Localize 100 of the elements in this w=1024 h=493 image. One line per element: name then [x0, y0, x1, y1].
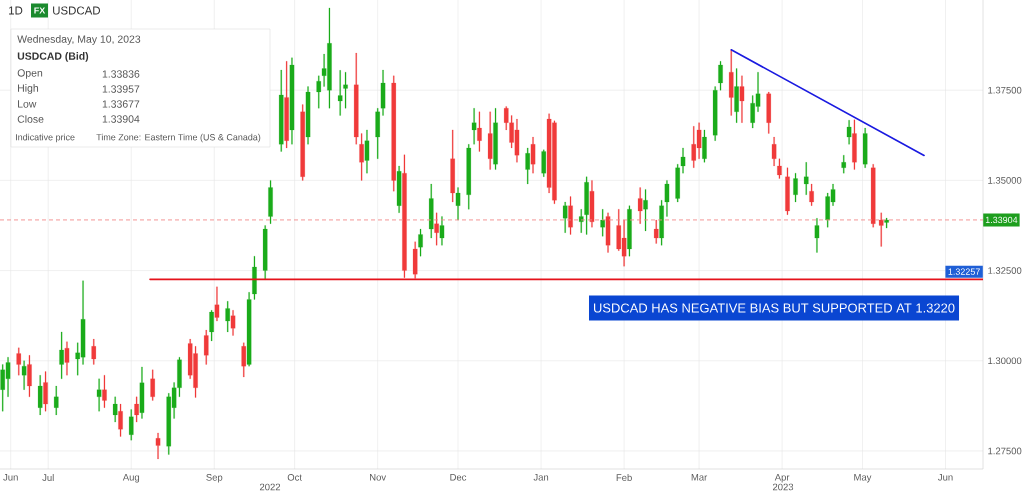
candlestick [91, 339, 96, 365]
annotation: Open [17, 69, 43, 79]
candlestick [155, 432, 161, 459]
candlestick [455, 187, 461, 221]
candlestick [112, 396, 118, 423]
candlestick [870, 164, 876, 228]
candlestick [450, 129, 455, 203]
annotation: FX [34, 7, 46, 14]
text: 2022 [259, 483, 281, 491]
x-tick-label: Jul [42, 474, 54, 481]
candlestick [568, 196, 573, 235]
annotation: 1.33677 [102, 100, 140, 108]
candlestick [214, 286, 220, 322]
candlestick [59, 331, 64, 379]
candlestick [766, 91, 771, 134]
x-tick-label: Jun [3, 474, 18, 481]
candlestick [846, 120, 852, 145]
candlestick [268, 180, 273, 224]
candlestick [487, 111, 493, 170]
x-tick-label: Jun [938, 474, 953, 481]
candlestick [284, 61, 289, 149]
candlestick [841, 155, 846, 174]
candlestick [27, 355, 32, 397]
x-tick-label: Sep [206, 474, 223, 483]
y-tick-label: 1.35000 [988, 177, 1022, 184]
candlestick [139, 366, 145, 419]
y-tick-label: 1.37500 [988, 86, 1022, 94]
annotation: High [18, 84, 39, 94]
annotation: 1.33836 [102, 70, 140, 78]
annotation: 1.33904 [102, 115, 140, 123]
candlestick [16, 347, 21, 376]
candlestick [300, 104, 305, 181]
candlestick [225, 301, 230, 333]
candlestick [793, 173, 798, 203]
candlestick [734, 68, 739, 123]
candlestick [589, 180, 595, 228]
ref-line-label: 1.33904 [985, 216, 1018, 224]
candlestick [439, 216, 445, 246]
y-tick-label: 1.32500 [988, 267, 1022, 274]
candlestick [305, 86, 311, 145]
y-tick-label: 1.27500 [988, 447, 1022, 455]
x-tick-label: Apr [774, 474, 790, 483]
x-tick-label: Aug [122, 474, 140, 483]
candlestick [37, 375, 43, 415]
x-tick-label: Dec [450, 474, 467, 481]
candlestick [412, 241, 418, 279]
candlestick [279, 69, 284, 152]
candlestick [541, 149, 546, 177]
candlestick [562, 201, 568, 233]
chart-title: USDCAD [53, 6, 101, 15]
candlestick [102, 375, 107, 408]
candlestick [129, 409, 134, 441]
chart-subtitle: 1D [9, 6, 23, 15]
candlestick [241, 342, 246, 378]
x-tick-label: Feb [616, 474, 632, 481]
annotation: Indicative price [16, 133, 75, 143]
annotation: 1.32257 [948, 268, 980, 275]
candlestick [364, 129, 370, 174]
candlestick [96, 378, 102, 412]
x-tick-label: Nov [370, 474, 387, 481]
annotation: Time Zone: Eastern Time (US & Canada) [96, 133, 261, 143]
candlestick [530, 136, 536, 174]
candlestick [54, 385, 59, 415]
x-tick-label: Mar [691, 474, 708, 481]
candlestick [785, 167, 790, 215]
x-tick-label: Jan [533, 474, 549, 481]
candlestick [653, 219, 659, 244]
candlestick [289, 57, 295, 145]
candlestick [396, 165, 402, 213]
candlestick [862, 127, 868, 168]
candlestick [852, 119, 857, 170]
annotation: USDCAD HAS NEGATIVE BIAS BUT SUPPORTED AT 1.3220 [594, 303, 955, 313]
candlestick [605, 212, 611, 253]
candlestick [21, 360, 27, 390]
candlestick [43, 371, 48, 412]
annotation: Wednesday, May 10, 2023 [17, 35, 141, 45]
candlestick [429, 183, 434, 239]
candlestick [803, 162, 809, 195]
candlestick [600, 209, 605, 237]
x-tick-label: May [854, 474, 872, 483]
candlestick [134, 396, 139, 423]
annotation: USDCAD (Bid) [17, 52, 89, 62]
annotation: Low [18, 100, 37, 108]
candlestick [471, 108, 477, 145]
candlestick [204, 330, 209, 365]
text: 2023 [772, 483, 794, 491]
candlestick [64, 341, 70, 376]
candlestick [627, 205, 632, 257]
candlestick [262, 225, 268, 280]
candlestick [809, 183, 814, 206]
candlestick [637, 187, 643, 224]
candlestick [150, 369, 155, 401]
candlestick [493, 108, 498, 170]
candlestick [118, 403, 123, 437]
candlestick [814, 218, 820, 253]
candlestick [209, 310, 214, 342]
candlestick [739, 75, 745, 123]
candlestick [702, 129, 707, 163]
candlestick [878, 212, 884, 247]
candlestick [525, 147, 530, 185]
